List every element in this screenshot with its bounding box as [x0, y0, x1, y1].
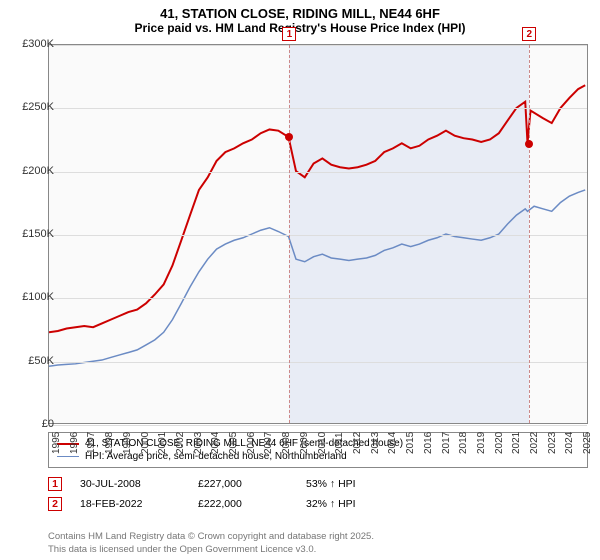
- x-axis-label: 2004: [210, 432, 221, 454]
- x-axis-label: 2019: [476, 432, 487, 454]
- x-axis-label: 2005: [228, 432, 239, 454]
- gridline-h: [49, 235, 587, 236]
- x-axis-label: 2022: [529, 432, 540, 454]
- x-axis-label: 2017: [441, 432, 452, 454]
- x-axis-label: 1998: [104, 432, 115, 454]
- gridline-h: [49, 108, 587, 109]
- marker-dot-1: [285, 133, 293, 141]
- sales-table: 1 30-JUL-2008 £227,000 53% ↑ HPI 2 18-FEB-202…: [48, 474, 588, 514]
- series-line-property: [49, 85, 585, 332]
- marker-dot-2: [525, 140, 533, 148]
- sales-marker: 2: [48, 497, 62, 511]
- x-axis-label: 1999: [122, 432, 133, 454]
- footnote-line2: This data is licensed under the Open Gov…: [48, 544, 374, 556]
- marker-line-1: [289, 45, 290, 423]
- marker-box-2: 2: [522, 27, 536, 41]
- x-axis-label: 2006: [246, 432, 257, 454]
- gridline-h: [49, 362, 587, 363]
- title-block: 41, STATION CLOSE, RIDING MILL, NE44 6HF…: [0, 0, 600, 37]
- x-axis-label: 2021: [511, 432, 522, 454]
- gridline-h: [49, 45, 587, 46]
- x-axis-label: 2024: [564, 432, 575, 454]
- x-axis-label: 2003: [193, 432, 204, 454]
- x-axis-label: 2013: [370, 432, 381, 454]
- legend-swatch: [57, 456, 79, 458]
- chart-lines-svg: [49, 45, 587, 423]
- y-axis-label: £300K: [10, 38, 54, 50]
- x-axis-label: 2023: [547, 432, 558, 454]
- x-axis-label: 2018: [458, 432, 469, 454]
- footnote-line1: Contains HM Land Registry data © Crown c…: [48, 531, 374, 543]
- sales-row: 1 30-JUL-2008 £227,000 53% ↑ HPI: [48, 474, 588, 494]
- gridline-h: [49, 172, 587, 173]
- marker-line-2: [529, 45, 530, 423]
- x-axis-label: 2002: [175, 432, 186, 454]
- sales-price: £222,000: [198, 498, 288, 510]
- chart-plot-area: 12: [48, 44, 588, 424]
- gridline-h: [49, 298, 587, 299]
- marker-box-1: 1: [282, 27, 296, 41]
- sales-hpi: 32% ↑ HPI: [306, 498, 396, 510]
- footnote: Contains HM Land Registry data © Crown c…: [48, 531, 374, 556]
- y-axis-label: £150K: [10, 228, 54, 240]
- y-axis-label: £100K: [10, 291, 54, 303]
- x-axis-label: 2015: [405, 432, 416, 454]
- sales-price: £227,000: [198, 478, 288, 490]
- y-axis-label: £200K: [10, 165, 54, 177]
- x-axis-label: 2010: [317, 432, 328, 454]
- gridline-h: [49, 425, 587, 426]
- x-axis-label: 2016: [423, 432, 434, 454]
- x-axis-label: 2012: [352, 432, 363, 454]
- x-axis-label: 2007: [263, 432, 274, 454]
- y-axis-label: £50K: [10, 355, 54, 367]
- x-axis-label: 1996: [69, 432, 80, 454]
- y-axis-label: £250K: [10, 101, 54, 113]
- sales-marker: 1: [48, 477, 62, 491]
- x-axis-label: 2009: [299, 432, 310, 454]
- x-axis-label: 2020: [494, 432, 505, 454]
- sales-date: 18-FEB-2022: [80, 498, 180, 510]
- x-axis-label: 1997: [86, 432, 97, 454]
- sales-hpi: 53% ↑ HPI: [306, 478, 396, 490]
- title-subtitle: Price paid vs. HM Land Registry's House …: [0, 21, 600, 35]
- series-line-hpi: [49, 190, 585, 366]
- x-axis-label: 2025: [582, 432, 593, 454]
- title-address: 41, STATION CLOSE, RIDING MILL, NE44 6HF: [0, 6, 600, 21]
- sales-row: 2 18-FEB-2022 £222,000 32% ↑ HPI: [48, 494, 588, 514]
- sales-date: 30-JUL-2008: [80, 478, 180, 490]
- y-axis-label: £0: [10, 418, 54, 430]
- chart-container: 41, STATION CLOSE, RIDING MILL, NE44 6HF…: [0, 0, 600, 560]
- x-axis-label: 2001: [157, 432, 168, 454]
- x-axis-label: 2000: [140, 432, 151, 454]
- x-axis-label: 1995: [51, 432, 62, 454]
- x-axis-label: 2014: [387, 432, 398, 454]
- x-axis-label: 2008: [281, 432, 292, 454]
- x-axis-label: 2011: [334, 432, 345, 454]
